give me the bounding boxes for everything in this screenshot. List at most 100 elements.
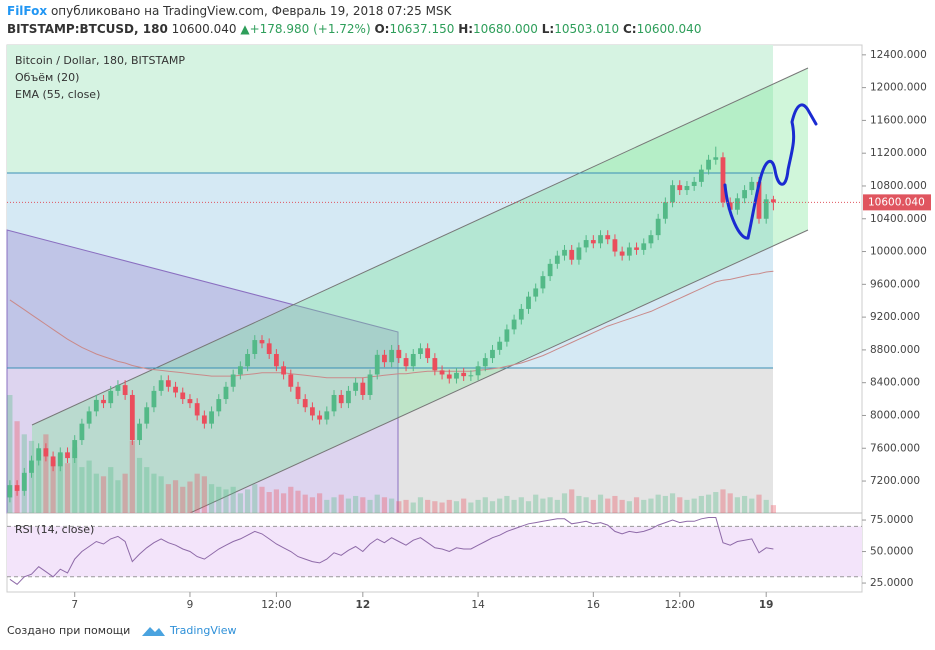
freehand [723, 103, 818, 240]
volume-bar [100, 476, 107, 513]
candle-body [756, 181, 762, 219]
footer-brand[interactable]: TradingView [169, 624, 236, 637]
volume-bar [129, 440, 135, 513]
y-tick-label: 75.0000 [870, 514, 913, 526]
x-tick-label: 19 [759, 599, 774, 611]
volume-bar [216, 486, 222, 513]
volume-bar [338, 494, 344, 513]
volume-bar [252, 484, 258, 513]
volume-bar [597, 494, 604, 513]
volume-bar [360, 497, 366, 513]
legend-volume: Объём (20) [15, 71, 79, 84]
volume-bar [259, 486, 265, 513]
candle-body [454, 372, 459, 379]
h-label: H: [458, 22, 473, 36]
legend-ema: EMA (55, close) [15, 88, 100, 101]
volume-bar [648, 498, 654, 513]
volume-bar [244, 489, 251, 513]
candle-body [7, 485, 13, 498]
volume-bar [280, 493, 287, 513]
volume-bar [79, 467, 85, 513]
brand: FilFox [7, 4, 47, 18]
x-tick-label: 9 [187, 599, 194, 611]
candle-body [281, 366, 286, 375]
candle-body [353, 382, 359, 391]
volume-bar [626, 501, 632, 513]
candle-body [771, 199, 776, 203]
x-tick-label: 12:00 [261, 599, 291, 611]
candle-body [626, 247, 632, 256]
candle-body [216, 399, 222, 412]
y-tick-label: 12000.000 [870, 82, 927, 94]
rsi-title: RSI (14, close) [15, 523, 94, 536]
candle-body [86, 411, 92, 424]
candle-body [43, 448, 49, 457]
volume-bar [439, 502, 445, 513]
volume-bar [122, 473, 128, 513]
candle-body [115, 385, 121, 391]
change-arrow: ▲ [240, 22, 250, 36]
candle-body [763, 199, 769, 219]
volume-bar [525, 501, 532, 513]
header-line-1: FilFox опубликовано на TradingView.com, … [7, 4, 453, 18]
candle-body [497, 341, 503, 350]
volume-bar [461, 498, 467, 513]
y-tick-label: 25.0000 [870, 577, 913, 589]
candle-body [605, 235, 611, 240]
candle-body [655, 218, 661, 236]
y-tick-label: 8400.000 [870, 377, 920, 389]
candle-body [490, 349, 495, 359]
candle-body [432, 358, 438, 371]
candle-body [720, 157, 726, 203]
c-label: C: [623, 22, 637, 36]
candle-body [662, 202, 668, 219]
volume-bar [367, 499, 373, 513]
candle-body [14, 485, 20, 491]
volume-bar [317, 493, 323, 513]
ema-line [9, 270, 774, 379]
candle-body [619, 251, 625, 256]
volume-bar [353, 495, 359, 513]
volume-bar [345, 498, 352, 513]
volume-bar [223, 489, 229, 513]
change: +178.980 (+1.72%) [250, 22, 371, 36]
candle-body [504, 329, 510, 342]
volume-bar [727, 493, 733, 513]
candle-body [173, 386, 178, 393]
y-tick-label: 10800.000 [870, 180, 927, 192]
candle-body [29, 460, 34, 473]
footer-text: Создано при помощи [7, 624, 130, 637]
volume-bar [749, 498, 755, 513]
volume-bar [295, 490, 301, 513]
volume-bar [713, 492, 719, 513]
y-tick-label: 12400.000 [870, 49, 927, 61]
volume-bar [93, 473, 99, 513]
candle-body [324, 411, 330, 420]
channel-bottom [189, 229, 809, 514]
candle-body [475, 366, 481, 376]
volume-bar [302, 494, 308, 513]
volume-bar [266, 492, 272, 513]
candle-body [266, 343, 272, 354]
volume-bar [396, 501, 402, 513]
candle-body [144, 407, 150, 424]
volume-bar [273, 489, 279, 513]
candle-body [684, 185, 690, 191]
y-tick-label: 8000.000 [870, 409, 920, 421]
candle-body [634, 247, 639, 250]
logo-icon [142, 627, 165, 636]
candle-body [526, 296, 531, 309]
candle-body [612, 239, 618, 252]
volume-bar [540, 498, 546, 513]
volume-bar [518, 497, 524, 513]
volume-bar [763, 499, 769, 513]
volume-bar [194, 473, 200, 513]
candle-body [310, 407, 315, 416]
volume-bar [64, 463, 71, 513]
candle-body [317, 415, 323, 420]
price-label: 10600.040 [868, 196, 925, 208]
overlays [7, 103, 862, 240]
volume-bar [669, 493, 676, 513]
candle-body [288, 374, 294, 387]
candle-body [403, 358, 409, 367]
